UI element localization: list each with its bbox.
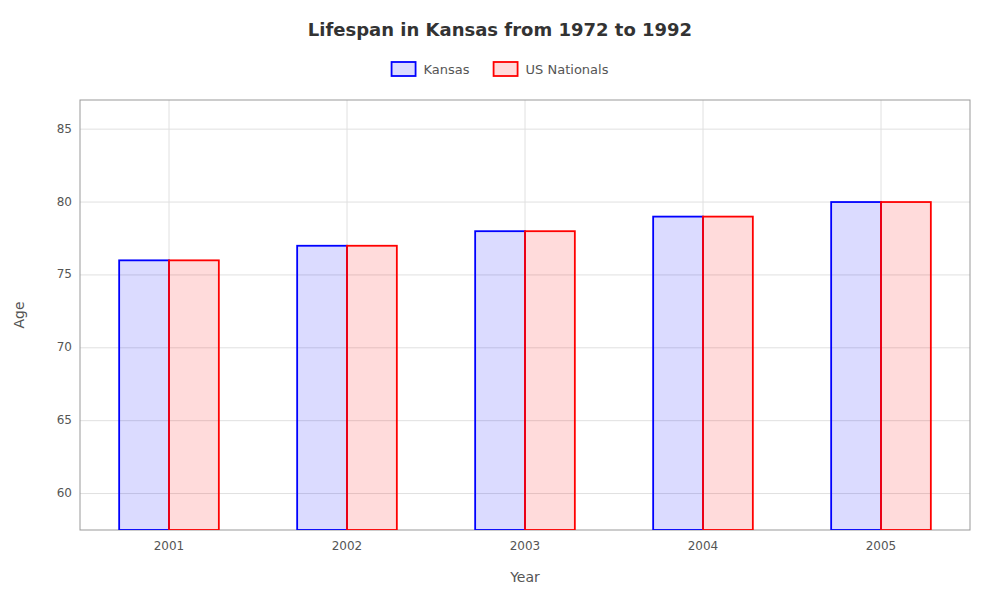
bar (475, 231, 525, 530)
legend-swatch (392, 62, 416, 76)
y-tick-label: 75 (57, 267, 72, 281)
legend-swatch (494, 62, 518, 76)
grid (80, 100, 970, 530)
x-tick-label: 2001 (154, 539, 185, 553)
y-tick-label: 65 (57, 413, 72, 427)
legend: Kansas US Nationals (392, 62, 609, 77)
y-tick-label: 85 (57, 122, 72, 136)
y-tick-label: 60 (57, 486, 72, 500)
y-tick-label: 80 (57, 195, 72, 209)
bar (881, 202, 931, 530)
bar (169, 260, 219, 530)
bar (297, 246, 347, 530)
legend-label: Kansas (424, 62, 470, 77)
title: Lifespan in Kansas from 1972 to 1992 (308, 19, 692, 40)
x-tick-label: 2005 (866, 539, 897, 553)
chart: 60 65 70 75 80 85 2001 2002 2003 2004 2005 Year Age L… (0, 0, 1000, 600)
y-tick-label: 70 (57, 340, 72, 354)
bar (703, 217, 753, 530)
bars (119, 202, 931, 530)
y-axis-label: Age (11, 301, 27, 328)
plot-frame (80, 100, 970, 530)
chart-container: 60 65 70 75 80 85 2001 2002 2003 2004 2005 Year Age L… (0, 0, 1000, 600)
bar (119, 260, 169, 530)
bar (653, 217, 703, 530)
bar (831, 202, 881, 530)
legend-item: US Nationals (494, 62, 609, 77)
bar (525, 231, 575, 530)
x-tick-label: 2003 (510, 539, 541, 553)
legend-item: Kansas (392, 62, 470, 77)
bar (347, 246, 397, 530)
x-axis-label: Year (509, 569, 540, 585)
x-tick-label: 2004 (688, 539, 719, 553)
x-tick-label: 2002 (332, 539, 363, 553)
legend-label: US Nationals (526, 62, 609, 77)
